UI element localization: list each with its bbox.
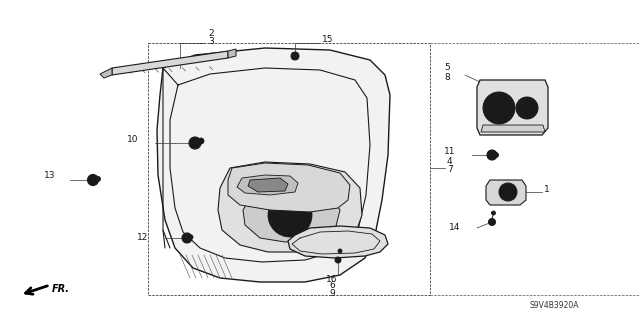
Text: 9: 9 — [329, 288, 335, 298]
Circle shape — [200, 139, 202, 143]
Text: 12: 12 — [136, 233, 148, 241]
Text: 14: 14 — [449, 224, 460, 233]
Circle shape — [283, 208, 297, 222]
Polygon shape — [477, 80, 548, 135]
Text: 11: 11 — [444, 146, 455, 155]
Polygon shape — [112, 51, 228, 75]
Text: 4: 4 — [447, 158, 452, 167]
Circle shape — [503, 187, 513, 197]
Circle shape — [520, 101, 534, 115]
Circle shape — [189, 137, 201, 149]
Text: 2: 2 — [208, 29, 214, 39]
Circle shape — [335, 257, 341, 263]
Circle shape — [268, 193, 312, 237]
Circle shape — [190, 236, 192, 238]
Polygon shape — [157, 48, 390, 282]
Circle shape — [499, 183, 517, 201]
Text: S9V4B3920A: S9V4B3920A — [530, 300, 579, 309]
Circle shape — [495, 154, 497, 156]
Polygon shape — [228, 163, 350, 212]
Text: 1: 1 — [544, 184, 550, 194]
Circle shape — [88, 174, 99, 186]
Polygon shape — [100, 68, 112, 78]
Circle shape — [493, 152, 499, 158]
Polygon shape — [218, 162, 362, 252]
Circle shape — [506, 189, 511, 195]
Circle shape — [95, 176, 100, 182]
Text: 15: 15 — [322, 35, 333, 44]
Text: 3: 3 — [208, 36, 214, 46]
Text: 7: 7 — [447, 166, 452, 174]
Circle shape — [483, 92, 515, 124]
Circle shape — [488, 219, 495, 226]
Text: FR.: FR. — [52, 284, 70, 294]
Polygon shape — [481, 125, 545, 132]
Text: 8: 8 — [444, 72, 450, 81]
Polygon shape — [288, 226, 388, 258]
Polygon shape — [486, 180, 526, 205]
Circle shape — [291, 52, 299, 60]
Text: 10: 10 — [127, 135, 138, 144]
Circle shape — [489, 98, 509, 118]
Text: 5: 5 — [444, 63, 450, 72]
Text: 6: 6 — [329, 281, 335, 291]
Polygon shape — [228, 49, 236, 58]
Circle shape — [516, 97, 538, 119]
Text: 16: 16 — [326, 275, 338, 284]
Circle shape — [492, 211, 495, 215]
Polygon shape — [243, 188, 340, 242]
Circle shape — [198, 138, 204, 144]
Circle shape — [182, 233, 192, 243]
Polygon shape — [248, 178, 288, 192]
Polygon shape — [237, 175, 298, 195]
Circle shape — [189, 235, 193, 239]
Circle shape — [487, 150, 497, 160]
Circle shape — [276, 201, 304, 229]
Text: 13: 13 — [44, 172, 55, 181]
Circle shape — [338, 249, 342, 253]
